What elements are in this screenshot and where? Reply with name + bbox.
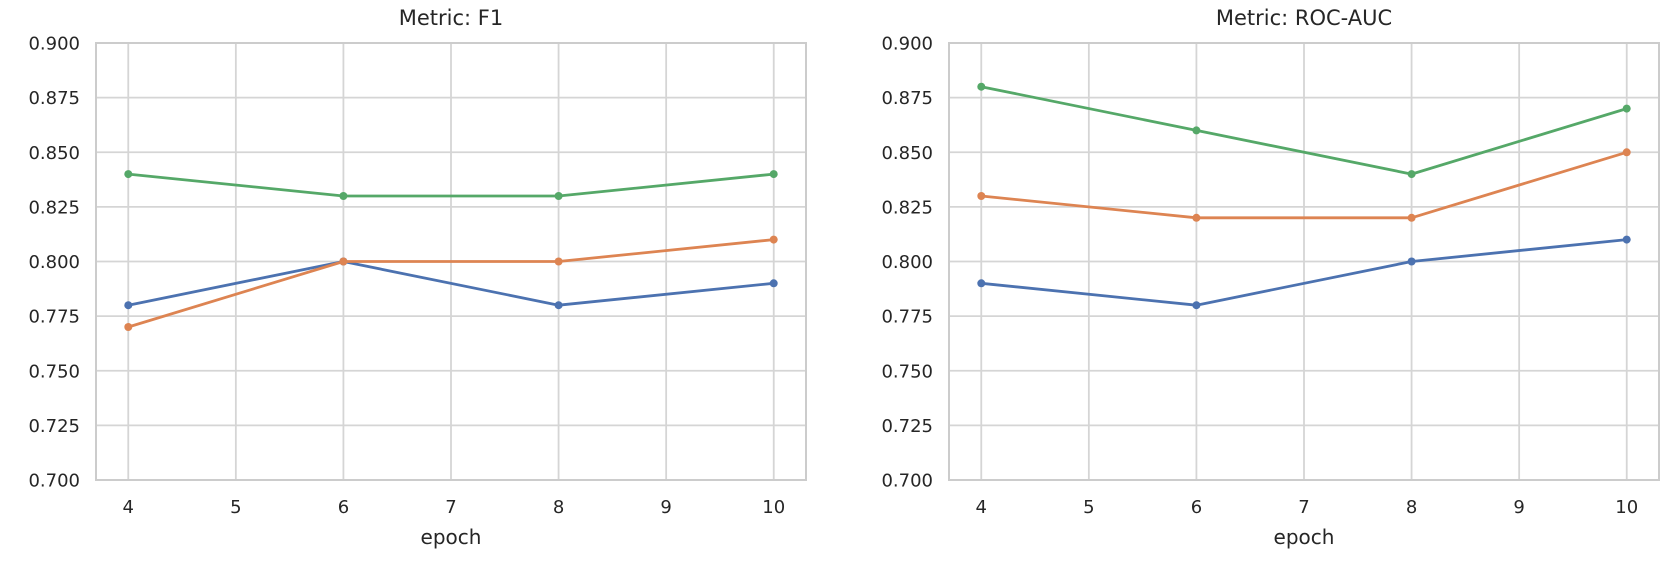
x-tick-label: 9 (1513, 497, 1524, 518)
data-point-marker (554, 301, 563, 310)
data-point-marker (124, 170, 133, 179)
y-tick-label: 0.750 (28, 361, 80, 382)
y-tick-label: 0.725 (28, 416, 80, 437)
series-markers-green (977, 82, 1631, 179)
y-tick-label: 0.775 (881, 307, 933, 328)
series-markers-green (124, 170, 778, 200)
chart-title-roc-auc: Metric: ROC-AUC (1215, 6, 1393, 30)
series-line-blue (979, 238, 1629, 307)
x-tick-label: 5 (230, 497, 241, 518)
x-tick-label: 5 (1083, 497, 1094, 518)
series-markers-orange (977, 148, 1631, 222)
data-point-marker (554, 192, 563, 200)
data-point-marker (1407, 170, 1416, 179)
data-point-marker (554, 257, 563, 266)
x-axis-label: epoch (421, 525, 482, 549)
grid (949, 42, 1659, 481)
x-tick-label: 4 (123, 497, 134, 518)
data-point-marker (339, 257, 348, 266)
y-tick-label: 0.750 (881, 361, 933, 382)
data-point-marker (1407, 257, 1416, 266)
y-tick-label: 0.800 (881, 252, 933, 273)
x-tick-label: 8 (1406, 497, 1417, 518)
series-line-orange (979, 150, 1629, 220)
x-axis-label: epoch (1274, 525, 1335, 549)
y-tick-label: 0.900 (881, 34, 933, 55)
data-point-marker (977, 279, 986, 288)
x-tick-labels: 4 5 6 7 8 9 10 (123, 497, 786, 518)
data-point-marker (124, 323, 133, 331)
x-tick-label: 6 (338, 497, 349, 518)
series-markers-blue (977, 235, 1631, 310)
x-tick-label: 9 (660, 497, 671, 518)
data-point-marker (769, 170, 778, 179)
series-markers-orange (124, 235, 778, 331)
y-tick-label: 0.775 (28, 307, 80, 328)
x-tick-label: 10 (1615, 497, 1638, 518)
x-tick-label: 4 (976, 497, 987, 518)
y-tick-label: 0.725 (881, 416, 933, 437)
x-tick-label: 7 (1298, 497, 1309, 518)
y-tick-label: 0.875 (881, 88, 933, 109)
y-tick-label: 0.800 (28, 252, 80, 273)
chart-canvas-f1: 0.700 0.725 0.750 0.775 0.800 0.825 0.850 0.875… (28, 34, 807, 549)
chart-f1: Metric: F1 0.700 0.725 0.750 0.775 0.800 0.82… (0, 0, 836, 565)
data-point-marker (124, 301, 133, 310)
data-point-marker (1407, 213, 1416, 222)
y-tick-labels: 0.700 0.725 0.750 0.775 0.800 0.825 0.850 0.875… (881, 34, 933, 492)
data-point-marker (1622, 148, 1631, 157)
y-tick-label: 0.850 (881, 143, 933, 164)
y-tick-label: 0.900 (28, 34, 80, 55)
data-point-marker (1622, 235, 1631, 244)
x-tick-label: 10 (762, 497, 785, 518)
plot-border (948, 42, 1660, 481)
x-tick-labels: 4 5 6 7 8 9 10 (976, 497, 1639, 518)
data-point-marker (1192, 301, 1201, 310)
data-point-marker (1192, 213, 1201, 222)
data-point-marker (339, 192, 348, 200)
chart-roc-auc: Metric: ROC-AUC 0.700 0.725 0.750 0.775 0.80… (836, 0, 1672, 565)
y-tick-label: 0.700 (28, 471, 80, 492)
series-line-orange (126, 238, 776, 329)
chart-canvas-roc-auc: 0.700 0.725 0.750 0.775 0.800 0.825 0.850 0.875… (881, 34, 1660, 549)
data-point-marker (1192, 126, 1201, 135)
x-tick-label: 7 (445, 497, 456, 518)
plot-border (95, 42, 807, 481)
chart-title-f1: Metric: F1 (398, 6, 504, 30)
series-line-blue (126, 260, 776, 307)
data-point-marker (769, 235, 778, 244)
data-point-marker (769, 279, 778, 288)
x-tick-label: 6 (1191, 497, 1202, 518)
y-tick-labels: 0.700 0.725 0.750 0.775 0.800 0.825 0.850 0.875… (28, 34, 80, 492)
data-point-marker (1622, 104, 1631, 113)
data-point-marker (977, 192, 986, 200)
y-tick-label: 0.875 (28, 88, 80, 109)
data-point-marker (977, 82, 986, 91)
series-line-green (126, 172, 776, 198)
y-tick-label: 0.700 (881, 471, 933, 492)
y-tick-label: 0.850 (28, 143, 80, 164)
x-tick-label: 8 (553, 497, 564, 518)
y-tick-label: 0.825 (28, 197, 80, 218)
series-line-green (979, 85, 1629, 176)
y-tick-label: 0.825 (881, 197, 933, 218)
